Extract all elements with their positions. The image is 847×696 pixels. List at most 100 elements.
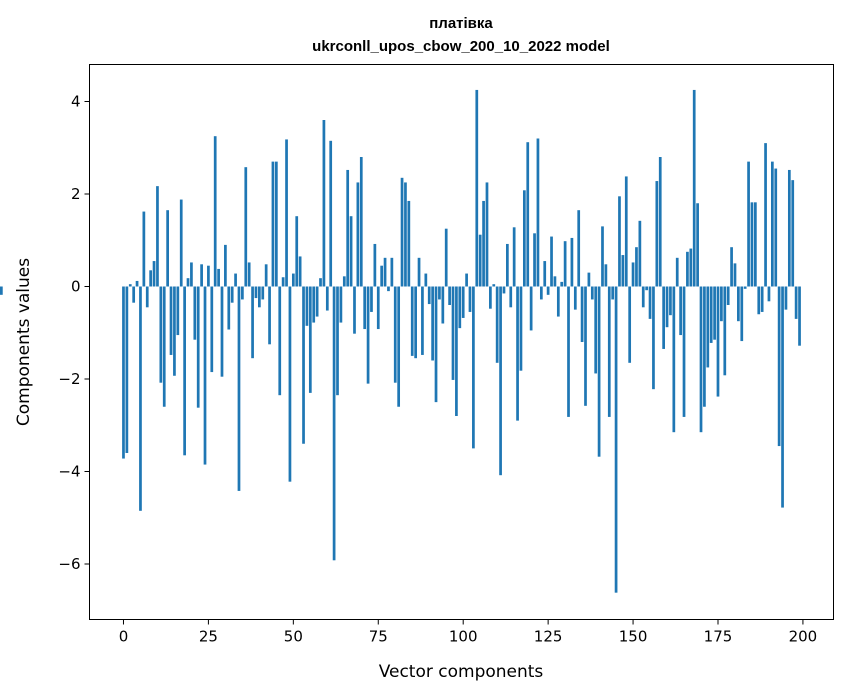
bar xyxy=(781,286,784,508)
y-tick-label: 0 xyxy=(71,278,81,296)
bar xyxy=(737,286,740,322)
bar xyxy=(533,233,536,287)
bar xyxy=(278,286,282,396)
bar xyxy=(485,182,489,287)
bar xyxy=(370,286,373,312)
bar xyxy=(302,286,305,444)
bar xyxy=(509,286,513,308)
bar xyxy=(383,257,387,287)
bar xyxy=(733,263,737,287)
bar xyxy=(597,286,601,457)
bar xyxy=(421,286,424,355)
bar xyxy=(441,286,445,324)
bar xyxy=(162,286,166,407)
bar xyxy=(689,248,693,287)
bar xyxy=(628,286,632,363)
bar xyxy=(356,182,360,287)
bar xyxy=(618,196,621,287)
bar xyxy=(122,286,125,459)
bar xyxy=(662,286,665,349)
bar xyxy=(404,182,407,287)
bar xyxy=(325,286,329,311)
bar xyxy=(475,89,479,287)
x-tick-label: 75 xyxy=(369,628,388,646)
bar xyxy=(359,157,363,287)
bar xyxy=(536,138,540,287)
bar-series xyxy=(0,89,801,593)
bar xyxy=(764,143,767,287)
x-tick-label: 125 xyxy=(534,628,563,646)
y-tick-label: −2 xyxy=(58,370,80,388)
bar xyxy=(390,257,394,287)
bar xyxy=(183,286,186,456)
bar xyxy=(550,236,553,287)
bar xyxy=(624,176,628,287)
x-axis-ticks: 0 25 50 75 100 125 150 175 200 xyxy=(119,619,817,646)
bar xyxy=(645,286,649,291)
bar xyxy=(655,181,659,287)
bar xyxy=(329,140,333,287)
bar xyxy=(522,190,526,287)
bar xyxy=(672,286,676,433)
bar xyxy=(692,89,696,287)
bar xyxy=(648,286,652,319)
bar xyxy=(774,168,778,287)
bar xyxy=(757,286,761,315)
bar xyxy=(230,286,234,303)
bar xyxy=(482,200,485,287)
bar xyxy=(713,286,716,340)
bar xyxy=(288,286,292,482)
bar xyxy=(798,286,801,346)
bar xyxy=(285,139,288,287)
bar xyxy=(754,202,757,287)
bar xyxy=(638,220,642,287)
bar xyxy=(601,226,604,287)
bar xyxy=(743,286,747,289)
bar xyxy=(529,286,533,331)
bar xyxy=(244,167,248,287)
bar xyxy=(193,286,197,340)
bar xyxy=(716,286,720,397)
bar xyxy=(604,264,608,287)
bar xyxy=(274,161,278,287)
x-tick-label: 150 xyxy=(619,628,648,646)
bar xyxy=(451,286,455,380)
bar xyxy=(312,286,316,323)
bar xyxy=(349,216,353,287)
bar xyxy=(237,286,241,491)
bar xyxy=(760,286,764,312)
bar xyxy=(641,286,645,308)
bar xyxy=(675,257,679,287)
bar xyxy=(207,265,210,287)
bar xyxy=(577,210,581,287)
bar xyxy=(472,286,475,449)
bar xyxy=(652,286,655,390)
x-tick-label: 0 xyxy=(119,628,129,646)
bar xyxy=(461,286,465,318)
bar xyxy=(512,227,516,287)
bar xyxy=(414,286,417,359)
bar xyxy=(224,244,227,287)
bar xyxy=(580,286,584,342)
bar xyxy=(709,286,713,343)
bar xyxy=(156,186,159,287)
bar xyxy=(132,286,136,303)
bar xyxy=(407,200,411,287)
plot-frame xyxy=(89,64,834,620)
bar xyxy=(750,202,754,287)
bar xyxy=(611,286,615,300)
bar xyxy=(546,286,550,295)
x-axis-label: Vector components xyxy=(379,662,544,682)
bar xyxy=(332,286,336,561)
bar xyxy=(519,286,523,371)
bar xyxy=(747,161,750,287)
bar xyxy=(186,278,190,287)
bar xyxy=(319,278,322,287)
bar xyxy=(573,286,577,310)
bar xyxy=(723,286,727,376)
bar xyxy=(213,136,217,287)
bar xyxy=(176,286,180,336)
bar xyxy=(499,286,502,476)
bar xyxy=(563,241,567,287)
